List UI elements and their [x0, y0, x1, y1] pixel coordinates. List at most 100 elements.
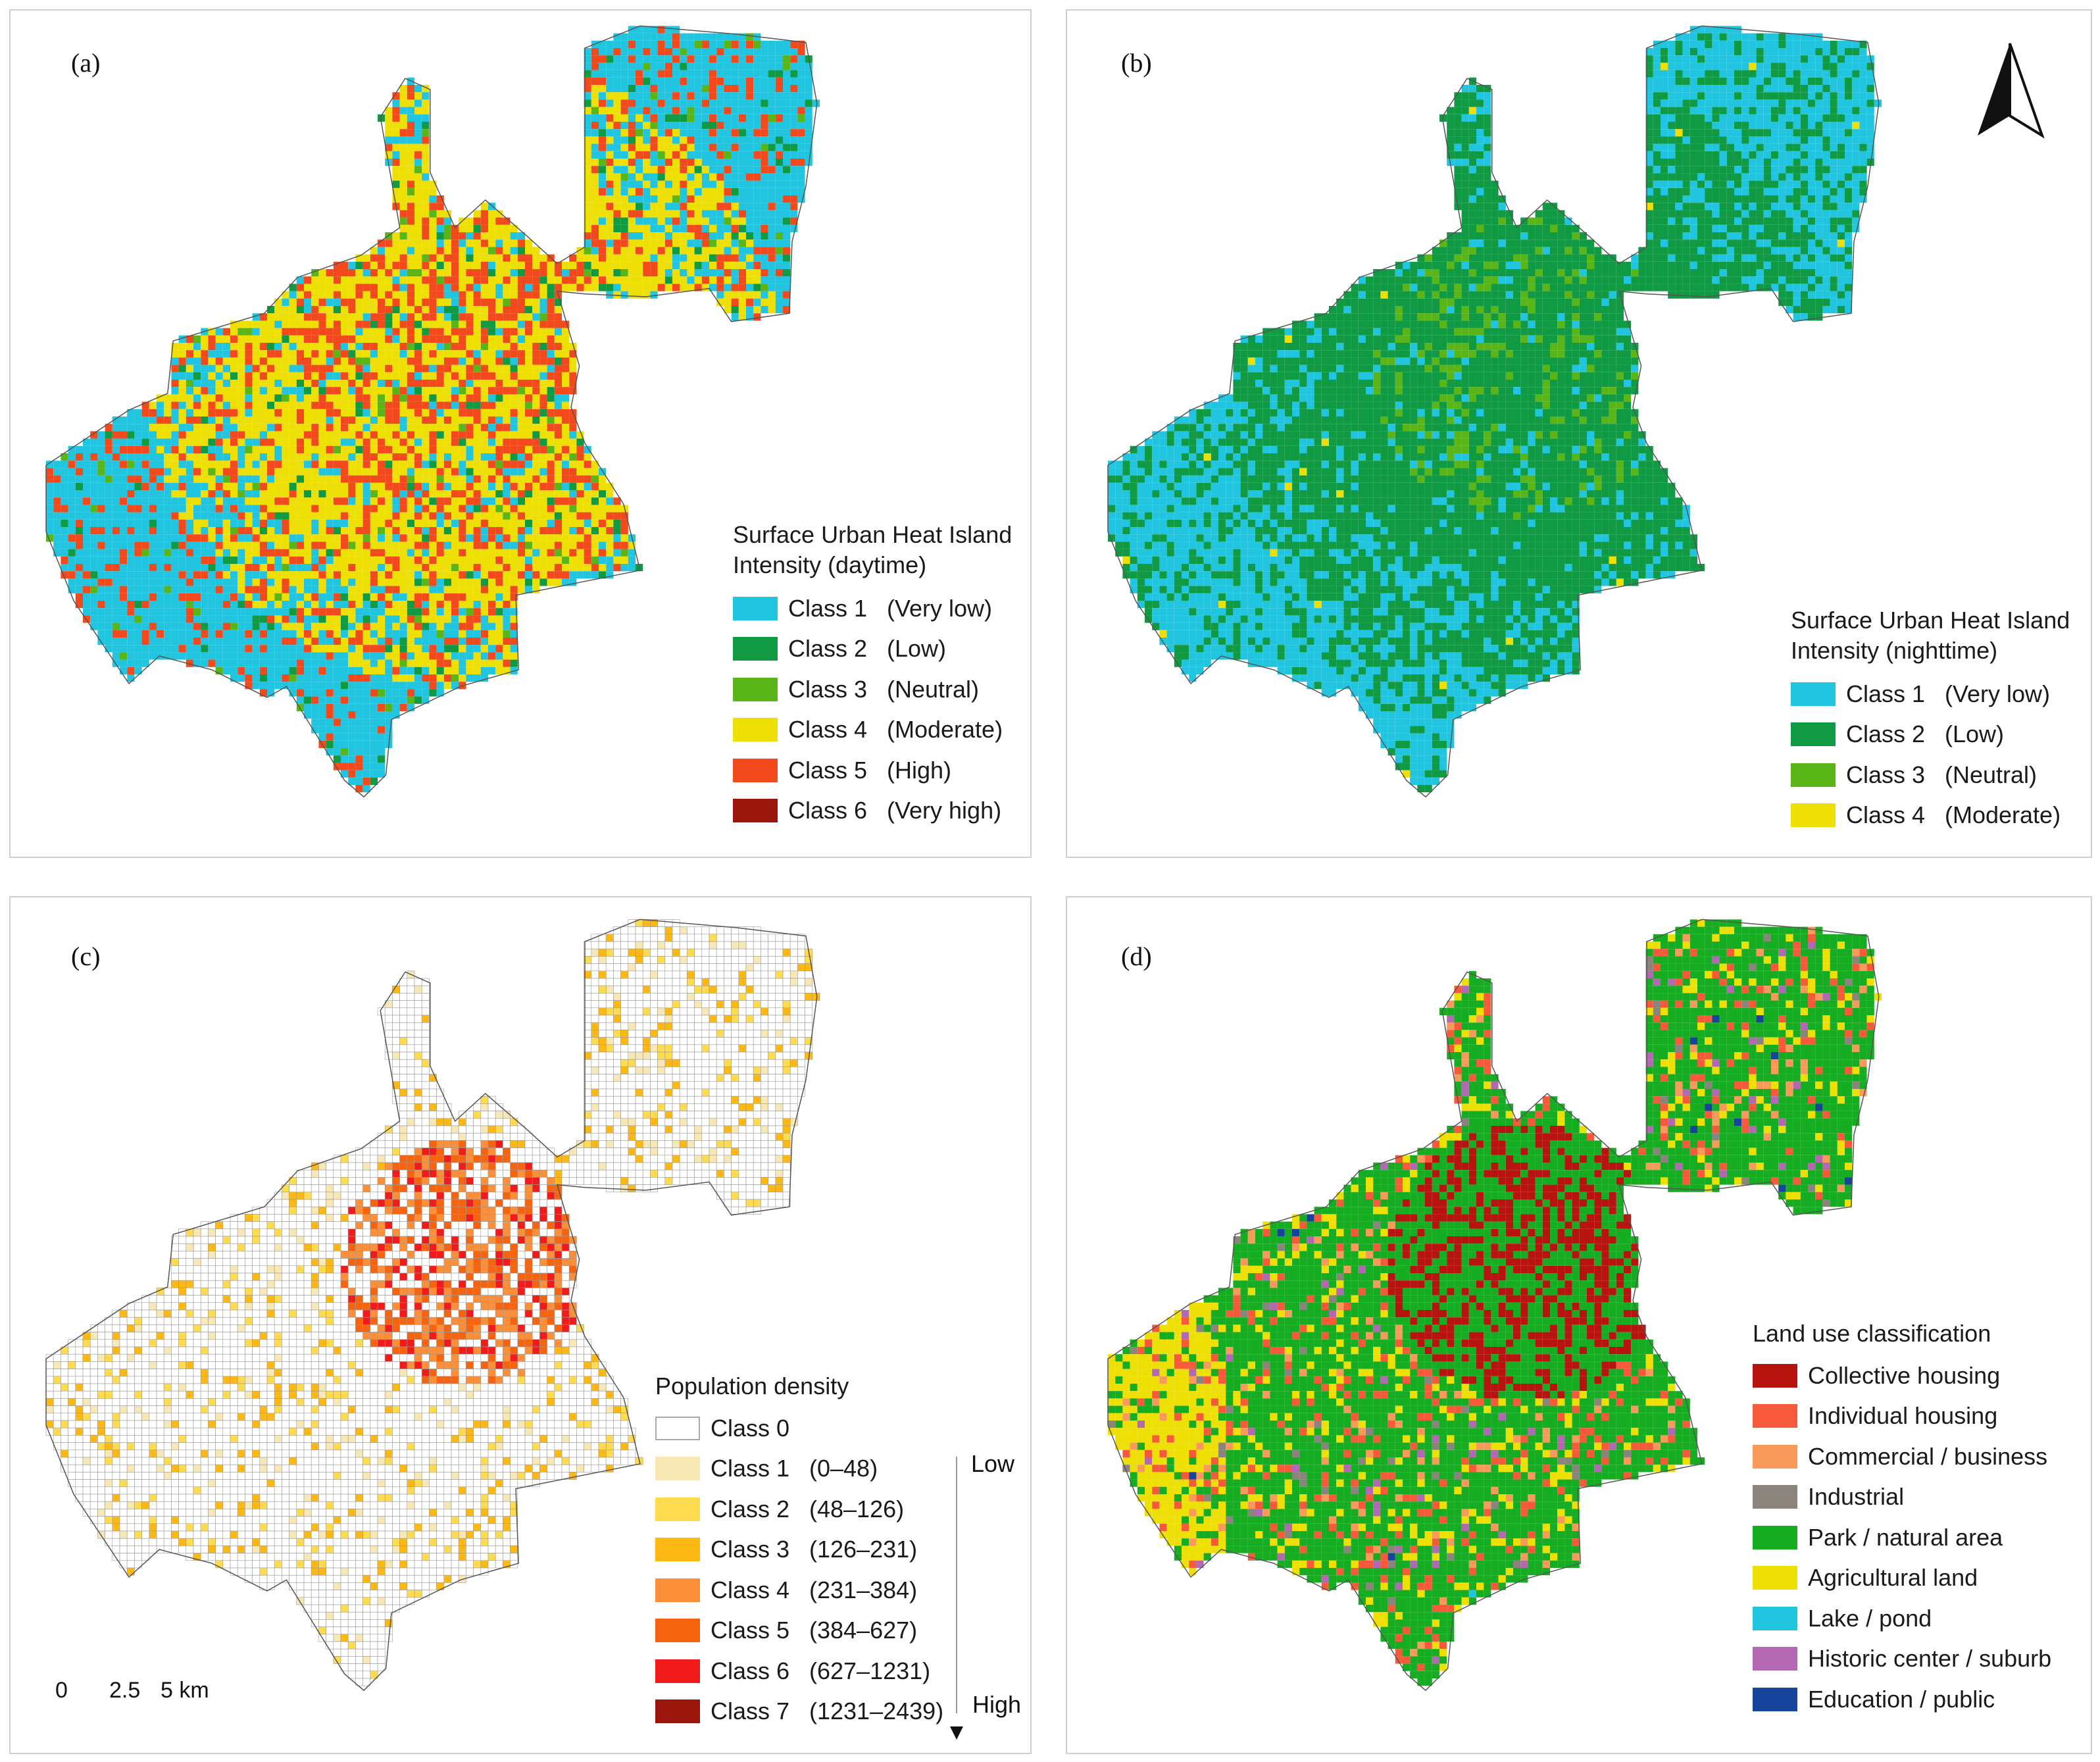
- legend-title-b-2: Intensity (nighttime): [1791, 637, 1998, 664]
- legend-rows-a: Class 1 (Very low) Class 2 (Low) Class 3 (Neu…: [733, 588, 1012, 831]
- legend-item: Class 2 (Low): [1791, 715, 2070, 755]
- legend-class-name: Class 3: [1846, 761, 1926, 788]
- panel-a: (a) Surface Urban Heat Island Intensity …: [9, 9, 1032, 858]
- legend-label: Class 3 (Neutral): [788, 676, 979, 703]
- panel-label-d: (d): [1121, 942, 1152, 971]
- legend-swatch: [655, 1699, 700, 1724]
- legend-class-desc: (384–627): [809, 1617, 918, 1644]
- high-label: High: [972, 1691, 1022, 1718]
- legend-swatch: [733, 637, 778, 661]
- legend-class-desc: (Low): [887, 635, 947, 663]
- legend-label: Individual housing: [1808, 1402, 1998, 1430]
- legend-item: Class 3 (Neutral): [733, 669, 1012, 710]
- legend-class-desc: (Very low): [1945, 680, 2051, 707]
- legend-item: Class 7 (1231–2439): [655, 1692, 943, 1732]
- legend-label: Park / natural area: [1808, 1523, 2003, 1551]
- map-grid: [1108, 26, 1882, 793]
- legend-label: Class 1 (Very low): [788, 595, 992, 622]
- legend-item: Class 6 (Very high): [733, 791, 1012, 832]
- legend-label: Class 5 (High): [788, 757, 951, 784]
- legend-title-b-1: Surface Urban Heat Island: [1791, 607, 2070, 634]
- legend-label: Historic center / suburb: [1808, 1645, 2052, 1673]
- legend-swatch: [1753, 1525, 1797, 1549]
- region-outline: [45, 25, 818, 798]
- panel-c: (c) Population density Class 0 Class 1 (0–…: [9, 896, 1032, 1754]
- legend-class-desc: (Moderate): [887, 716, 1003, 743]
- map-grid: [45, 919, 820, 1686]
- legend-rows-d: Collective housing Individual housing Comm…: [1753, 1355, 2051, 1720]
- scale-tick-2: 5 km: [161, 1678, 209, 1703]
- region-outline: [1107, 919, 1880, 1692]
- legend-label: Class 6 (Very high): [788, 797, 1001, 824]
- legend-title-c: Population density: [655, 1372, 849, 1399]
- low-high-arrow-icon: [950, 1457, 963, 1740]
- legend-b: Surface Urban Heat Island Intensity (nig…: [1791, 605, 2070, 836]
- legend-item: Agricultural land: [1753, 1558, 2051, 1599]
- legend-class-name: Class 5: [788, 756, 868, 784]
- legend-label: Class 1 (Very low): [1846, 680, 2050, 708]
- legend-swatch: [1753, 1363, 1797, 1388]
- scale-tick-1: 2.5: [109, 1678, 141, 1703]
- map-grid: [46, 26, 820, 793]
- legend-class-desc: (High): [887, 756, 952, 784]
- legend-item: Class 3 (Neutral): [1791, 755, 2070, 795]
- legend-label: Class 2 (Low): [1846, 720, 2004, 748]
- legend-class-desc: (627–1231): [809, 1657, 931, 1684]
- legend-label: Class 3 (Neutral): [1846, 761, 2037, 789]
- legend-title-a-2: Intensity (daytime): [733, 551, 927, 578]
- legend-label: Commercial / business: [1808, 1442, 2048, 1470]
- legend-item: Class 4 (Moderate): [1791, 795, 2070, 836]
- legend-swatch: [733, 596, 778, 620]
- legend-item: Class 5 (High): [733, 750, 1012, 791]
- legend-class-desc: (1231–2439): [809, 1698, 944, 1725]
- scale-tick-0: 0: [55, 1678, 68, 1703]
- legend-label: Agricultural land: [1808, 1564, 1978, 1592]
- legend-item: Historic center / suburb: [1753, 1639, 2051, 1680]
- legend-swatch: [1753, 1566, 1797, 1590]
- legend-swatch: [733, 799, 778, 823]
- legend-item: Class 2 (48–126): [655, 1489, 943, 1530]
- panel-d: (d) Land use classification Collective h…: [1066, 896, 2092, 1754]
- legend-label: Class 0: [711, 1415, 809, 1442]
- legend-class-name: Class 2: [788, 635, 868, 663]
- scale-bar: 0 2.5 5 km: [55, 1678, 253, 1704]
- legend-label: Class 4 (231–384): [711, 1576, 917, 1604]
- legend-title-a-1: Surface Urban Heat Island: [733, 521, 1013, 548]
- legend-label: Class 3 (126–231): [711, 1536, 917, 1563]
- legend-class-desc: (Neutral): [1945, 761, 2038, 788]
- legend-swatch: [1791, 803, 1836, 828]
- legend-class-name: Class 2: [1846, 720, 1926, 748]
- panel-b: (b) Surface Urban Heat Island Intensity …: [1066, 9, 2092, 858]
- legend-swatch: [655, 1659, 700, 1683]
- legend-swatch: [655, 1457, 700, 1481]
- legend-swatch: [733, 758, 778, 782]
- legend-label: Collective housing: [1808, 1361, 2001, 1389]
- legend-c: Population density Class 0 Class 1 (0–48) C…: [655, 1371, 943, 1732]
- legend-swatch: [1791, 763, 1836, 787]
- legend-label: Class 6 (627–1231): [711, 1657, 930, 1685]
- legend-label: Class 5 (384–627): [711, 1617, 917, 1644]
- legend-swatch: [655, 1416, 700, 1440]
- legend-item: Class 6 (627–1231): [655, 1651, 943, 1692]
- legend-swatch: [655, 1497, 700, 1521]
- legend-item: Class 0: [655, 1408, 943, 1449]
- legend-class-desc: (126–231): [809, 1536, 918, 1563]
- legend-rows-c: Class 0 Class 1 (0–48) Class 2 (48–126) Class…: [655, 1408, 943, 1732]
- legend-class-name: Class 1: [1846, 680, 1926, 707]
- legend-class-desc: (Very low): [887, 594, 993, 622]
- legend-item: Class 1 (Very low): [733, 588, 1012, 629]
- legend-class-name: Class 4: [788, 716, 868, 743]
- legend-swatch: [733, 677, 778, 701]
- legend-item: Collective housing: [1753, 1355, 2051, 1396]
- map-d: [1107, 919, 1882, 1692]
- legend-label: Class 1 (0–48): [711, 1455, 878, 1482]
- low-label: Low: [971, 1450, 1015, 1477]
- legend-item: Class 3 (126–231): [655, 1530, 943, 1571]
- legend-item: Industrial: [1753, 1477, 2051, 1518]
- legend-label: Industrial: [1808, 1483, 1905, 1511]
- north-arrow-icon: [1978, 43, 2045, 139]
- legend-swatch: [1753, 1606, 1797, 1630]
- map-a: [45, 25, 820, 798]
- legend-class-name: Class 1: [711, 1455, 790, 1482]
- panel-label-b: (b): [1121, 48, 1152, 78]
